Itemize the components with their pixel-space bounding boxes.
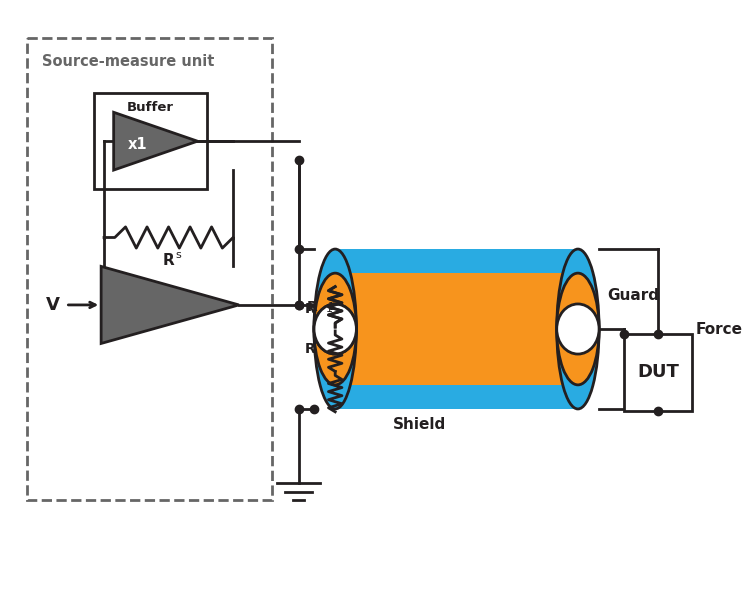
Polygon shape: [101, 267, 239, 344]
Text: R: R: [305, 302, 316, 316]
Text: s: s: [175, 250, 181, 260]
Text: 1: 1: [328, 302, 334, 312]
Text: Guard: Guard: [607, 288, 659, 303]
Ellipse shape: [557, 304, 599, 354]
Text: Buffer: Buffer: [127, 101, 174, 114]
Text: x1: x1: [128, 136, 148, 152]
Ellipse shape: [314, 304, 356, 353]
Text: R: R: [305, 342, 316, 356]
Text: Source-measure unit: Source-measure unit: [42, 53, 215, 68]
Ellipse shape: [557, 249, 599, 409]
Ellipse shape: [314, 304, 356, 354]
Bar: [335, 249, 578, 409]
Ellipse shape: [314, 273, 356, 385]
Text: Shield: Shield: [393, 417, 446, 431]
Ellipse shape: [557, 273, 599, 385]
Ellipse shape: [314, 304, 356, 354]
Polygon shape: [114, 112, 197, 170]
Text: R: R: [162, 253, 174, 268]
Text: Force: Force: [695, 322, 743, 336]
Text: DUT: DUT: [637, 364, 679, 381]
Text: V: V: [46, 296, 60, 314]
Text: R: R: [307, 300, 318, 314]
Text: 1: 1: [326, 304, 332, 314]
Ellipse shape: [314, 249, 356, 409]
Bar: [335, 273, 578, 385]
Bar: [624, 334, 691, 411]
